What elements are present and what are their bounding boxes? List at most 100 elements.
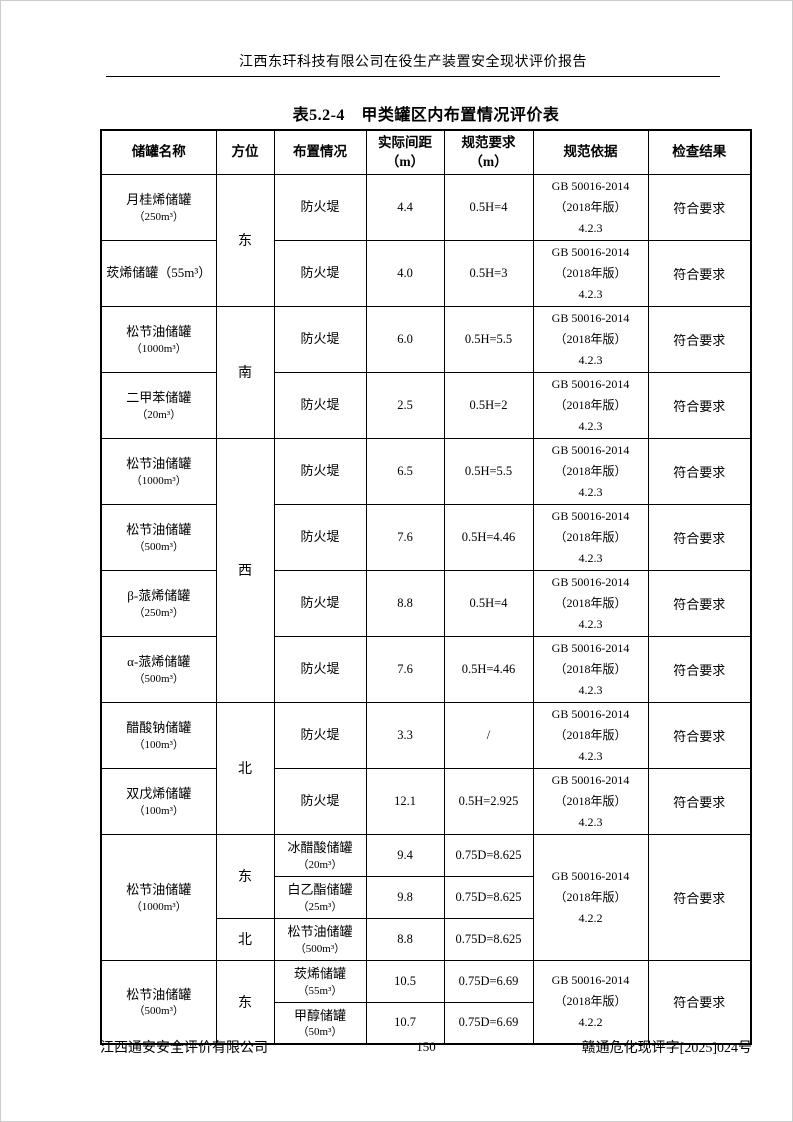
cell-code-basis: GB 50016-2014 （2018年版） 4.2.3 bbox=[532, 173, 649, 241]
cell-actual-distance: 6.5 bbox=[365, 437, 445, 505]
tank-name-text: 二甲苯储罐 bbox=[126, 390, 192, 406]
cell-code-basis: GB 50016-2014 （2018年版） 4.2.3 bbox=[532, 701, 649, 769]
cell-required-distance: 0.5H=3 bbox=[443, 239, 534, 307]
cell-direction: 南 bbox=[215, 305, 275, 439]
table-row: 双戊烯储罐 （100m³） 防火堤 12.1 0.5H=2.925 GB 5001… bbox=[100, 767, 752, 835]
col-header-direction: 方位 bbox=[215, 129, 275, 175]
cell-required-distance: 0.5H=4 bbox=[443, 569, 534, 637]
table-row: 松节油储罐 （1000m³） 西 防火堤 6.5 0.5H=5.5 GB 5001… bbox=[100, 437, 752, 703]
cell-code-basis: GB 50016-2014 （2018年版） 4.2.3 bbox=[532, 305, 649, 373]
tank-volume-text: （20m³） bbox=[136, 408, 182, 421]
layout-text: 松节油储罐 bbox=[287, 924, 353, 940]
tank-volume-text: （1000m³） bbox=[130, 342, 187, 355]
table-row: α-蒎烯储罐 （500m³） 防火堤 7.6 0.5H=4.46 GB 50016… bbox=[100, 635, 752, 703]
cell-tank-name: 醋酸钠储罐 （100m³） bbox=[100, 701, 217, 769]
cell-layout: 防火堤 bbox=[273, 239, 367, 307]
cell-check-result: 符合要求 bbox=[647, 305, 752, 373]
layout-text: 防火堤 bbox=[300, 199, 340, 215]
col-header-tank-name: 储罐名称 bbox=[100, 129, 217, 175]
tank-name-text: 双戊烯储罐 bbox=[126, 786, 192, 802]
layout-text: 防火堤 bbox=[300, 463, 340, 479]
layout-text: 白乙酯储罐 bbox=[287, 882, 353, 898]
cell-actual-distance: 10.7 bbox=[365, 1001, 445, 1045]
layout-volume-text: （500m³） bbox=[294, 942, 346, 955]
col-header-layout: 布置情况 bbox=[273, 129, 367, 175]
layout-volume-text: （55m³） bbox=[297, 984, 343, 997]
cell-code-basis: GB 50016-2014 （2018年版） 4.2.3 bbox=[532, 239, 649, 307]
cell-tank-name: 松节油储罐 （500m³） bbox=[100, 959, 217, 1045]
cell-actual-distance: 9.8 bbox=[365, 875, 445, 919]
cell-tank-name: α-蒎烯储罐 （500m³） bbox=[100, 635, 217, 703]
tank-name-text: 松节油储罐 bbox=[126, 522, 192, 538]
cell-direction: 北 bbox=[215, 917, 275, 961]
cell-required-distance: 0.75D=6.69 bbox=[443, 1001, 534, 1045]
tank-name-text: α-蒎烯储罐 bbox=[127, 654, 191, 670]
cell-actual-distance: 6.0 bbox=[365, 305, 445, 373]
table-header-row: 储罐名称 方位 布置情况 实际间距 （m） 规范要求 （m） 规范依据 检查结果 bbox=[100, 129, 752, 175]
cell-required-distance: 0.5H=2 bbox=[443, 371, 534, 439]
cell-actual-distance: 10.5 bbox=[365, 959, 445, 1003]
layout-volume-text: （20m³） bbox=[297, 858, 343, 871]
table-row: 白乙酯储罐 （25m³） 9.8 0.75D=8.625 bbox=[101, 875, 751, 919]
cell-code-basis: GB 50016-2014 （2018年版） 4.2.3 bbox=[532, 635, 649, 703]
table-row: 松节油储罐 （1000m³） 东 冰醋酸储罐 （20m³） 9.4 0.75D=8.… bbox=[100, 833, 752, 961]
cell-actual-distance: 4.4 bbox=[365, 173, 445, 241]
cell-layout: 防火堤 bbox=[273, 173, 367, 241]
table-row: 莰烯储罐（55m³） 防火堤 4.0 0.5H=3 GB 50016-2014 … bbox=[100, 239, 752, 307]
tank-volume-text: （1000m³） bbox=[130, 900, 187, 913]
cell-required-distance: 0.75D=8.625 bbox=[443, 917, 534, 961]
cell-tank-name: 松节油储罐 （1000m³） bbox=[100, 305, 217, 373]
cell-check-result: 符合要求 bbox=[647, 569, 752, 637]
layout-text: 防火堤 bbox=[300, 727, 340, 743]
tank-name-text: 松节油储罐 bbox=[126, 882, 192, 898]
cell-code-basis: GB 50016-2014 （2018年版） 4.2.3 bbox=[532, 767, 649, 835]
layout-text: 防火堤 bbox=[300, 661, 340, 677]
cell-tank-name: 松节油储罐 （1000m³） bbox=[100, 833, 217, 961]
cell-check-result: 符合要求 bbox=[647, 437, 752, 505]
cell-actual-distance: 9.4 bbox=[365, 833, 445, 877]
table-row: 二甲苯储罐 （20m³） 防火堤 2.5 0.5H=2 GB 50016-2014… bbox=[100, 371, 752, 439]
table-row: 北 松节油储罐 （500m³） 8.8 0.75D=8.625 bbox=[101, 917, 751, 961]
cell-layout: 防火堤 bbox=[273, 305, 367, 373]
cell-check-result: 符合要求 bbox=[647, 701, 752, 769]
cell-tank-name: β-蒎烯储罐 （250m³） bbox=[100, 569, 217, 637]
tank-volume-text: （500m³） bbox=[133, 672, 184, 685]
cell-direction: 东 bbox=[215, 959, 275, 1045]
cell-required-distance: 0.75D=8.625 bbox=[443, 875, 534, 919]
cell-required-distance: / bbox=[443, 701, 534, 769]
layout-text: 防火堤 bbox=[300, 595, 340, 611]
cell-direction: 东 bbox=[215, 833, 275, 919]
table-row: β-蒎烯储罐 （250m³） 防火堤 8.8 0.5H=4 GB 50016-20… bbox=[100, 569, 752, 637]
cell-check-result: 符合要求 bbox=[647, 635, 752, 703]
table-row: 醋酸钠储罐 （100m³） 北 防火堤 3.3 / GB 50016-2014 （… bbox=[100, 701, 752, 835]
cell-layout: 松节油储罐 （500m³） bbox=[273, 917, 367, 961]
col-header-code-basis: 规范依据 bbox=[532, 129, 649, 175]
tank-volume-text: （250m³） bbox=[133, 606, 184, 619]
table-row: 松节油储罐 （500m³） 防火堤 7.6 0.5H=4.46 GB 50016-… bbox=[100, 503, 752, 571]
cell-tank-name: 二甲苯储罐 （20m³） bbox=[100, 371, 217, 439]
cell-required-distance: 0.75D=8.625 bbox=[443, 833, 534, 877]
layout-text: 莰烯储罐 bbox=[293, 966, 346, 982]
col-header-actual-distance: 实际间距 （m） bbox=[365, 129, 445, 175]
cell-required-distance: 0.5H=2.925 bbox=[443, 767, 534, 835]
cell-check-result: 符合要求 bbox=[647, 833, 752, 961]
cell-tank-name: 松节油储罐 （1000m³） bbox=[100, 437, 217, 505]
tank-volume-text: （500m³） bbox=[133, 540, 184, 553]
layout-text: 防火堤 bbox=[300, 529, 340, 545]
cell-check-result: 符合要求 bbox=[647, 959, 752, 1045]
cell-required-distance: 0.5H=4.46 bbox=[443, 503, 534, 571]
cell-layout: 冰醋酸储罐 （20m³） bbox=[273, 833, 367, 877]
cell-required-distance: 0.5H=4.46 bbox=[443, 635, 534, 703]
table-row: 月桂烯储罐 （250m³） 东 防火堤 4.4 0.5H=4 GB 50016-2… bbox=[100, 173, 752, 307]
cell-actual-distance: 8.8 bbox=[365, 917, 445, 961]
tank-name-text: β-蒎烯储罐 bbox=[127, 588, 191, 604]
cell-layout: 防火堤 bbox=[273, 437, 367, 505]
layout-text: 冰醋酸储罐 bbox=[287, 840, 353, 856]
cell-required-distance: 0.5H=5.5 bbox=[443, 437, 534, 505]
cell-actual-distance: 7.6 bbox=[365, 635, 445, 703]
cell-code-basis: GB 50016-2014 （2018年版） 4.2.3 bbox=[532, 569, 649, 637]
cell-actual-distance: 12.1 bbox=[365, 767, 445, 835]
cell-actual-distance: 4.0 bbox=[365, 239, 445, 307]
cell-layout: 甲醇储罐 （50m³） bbox=[273, 1001, 367, 1045]
